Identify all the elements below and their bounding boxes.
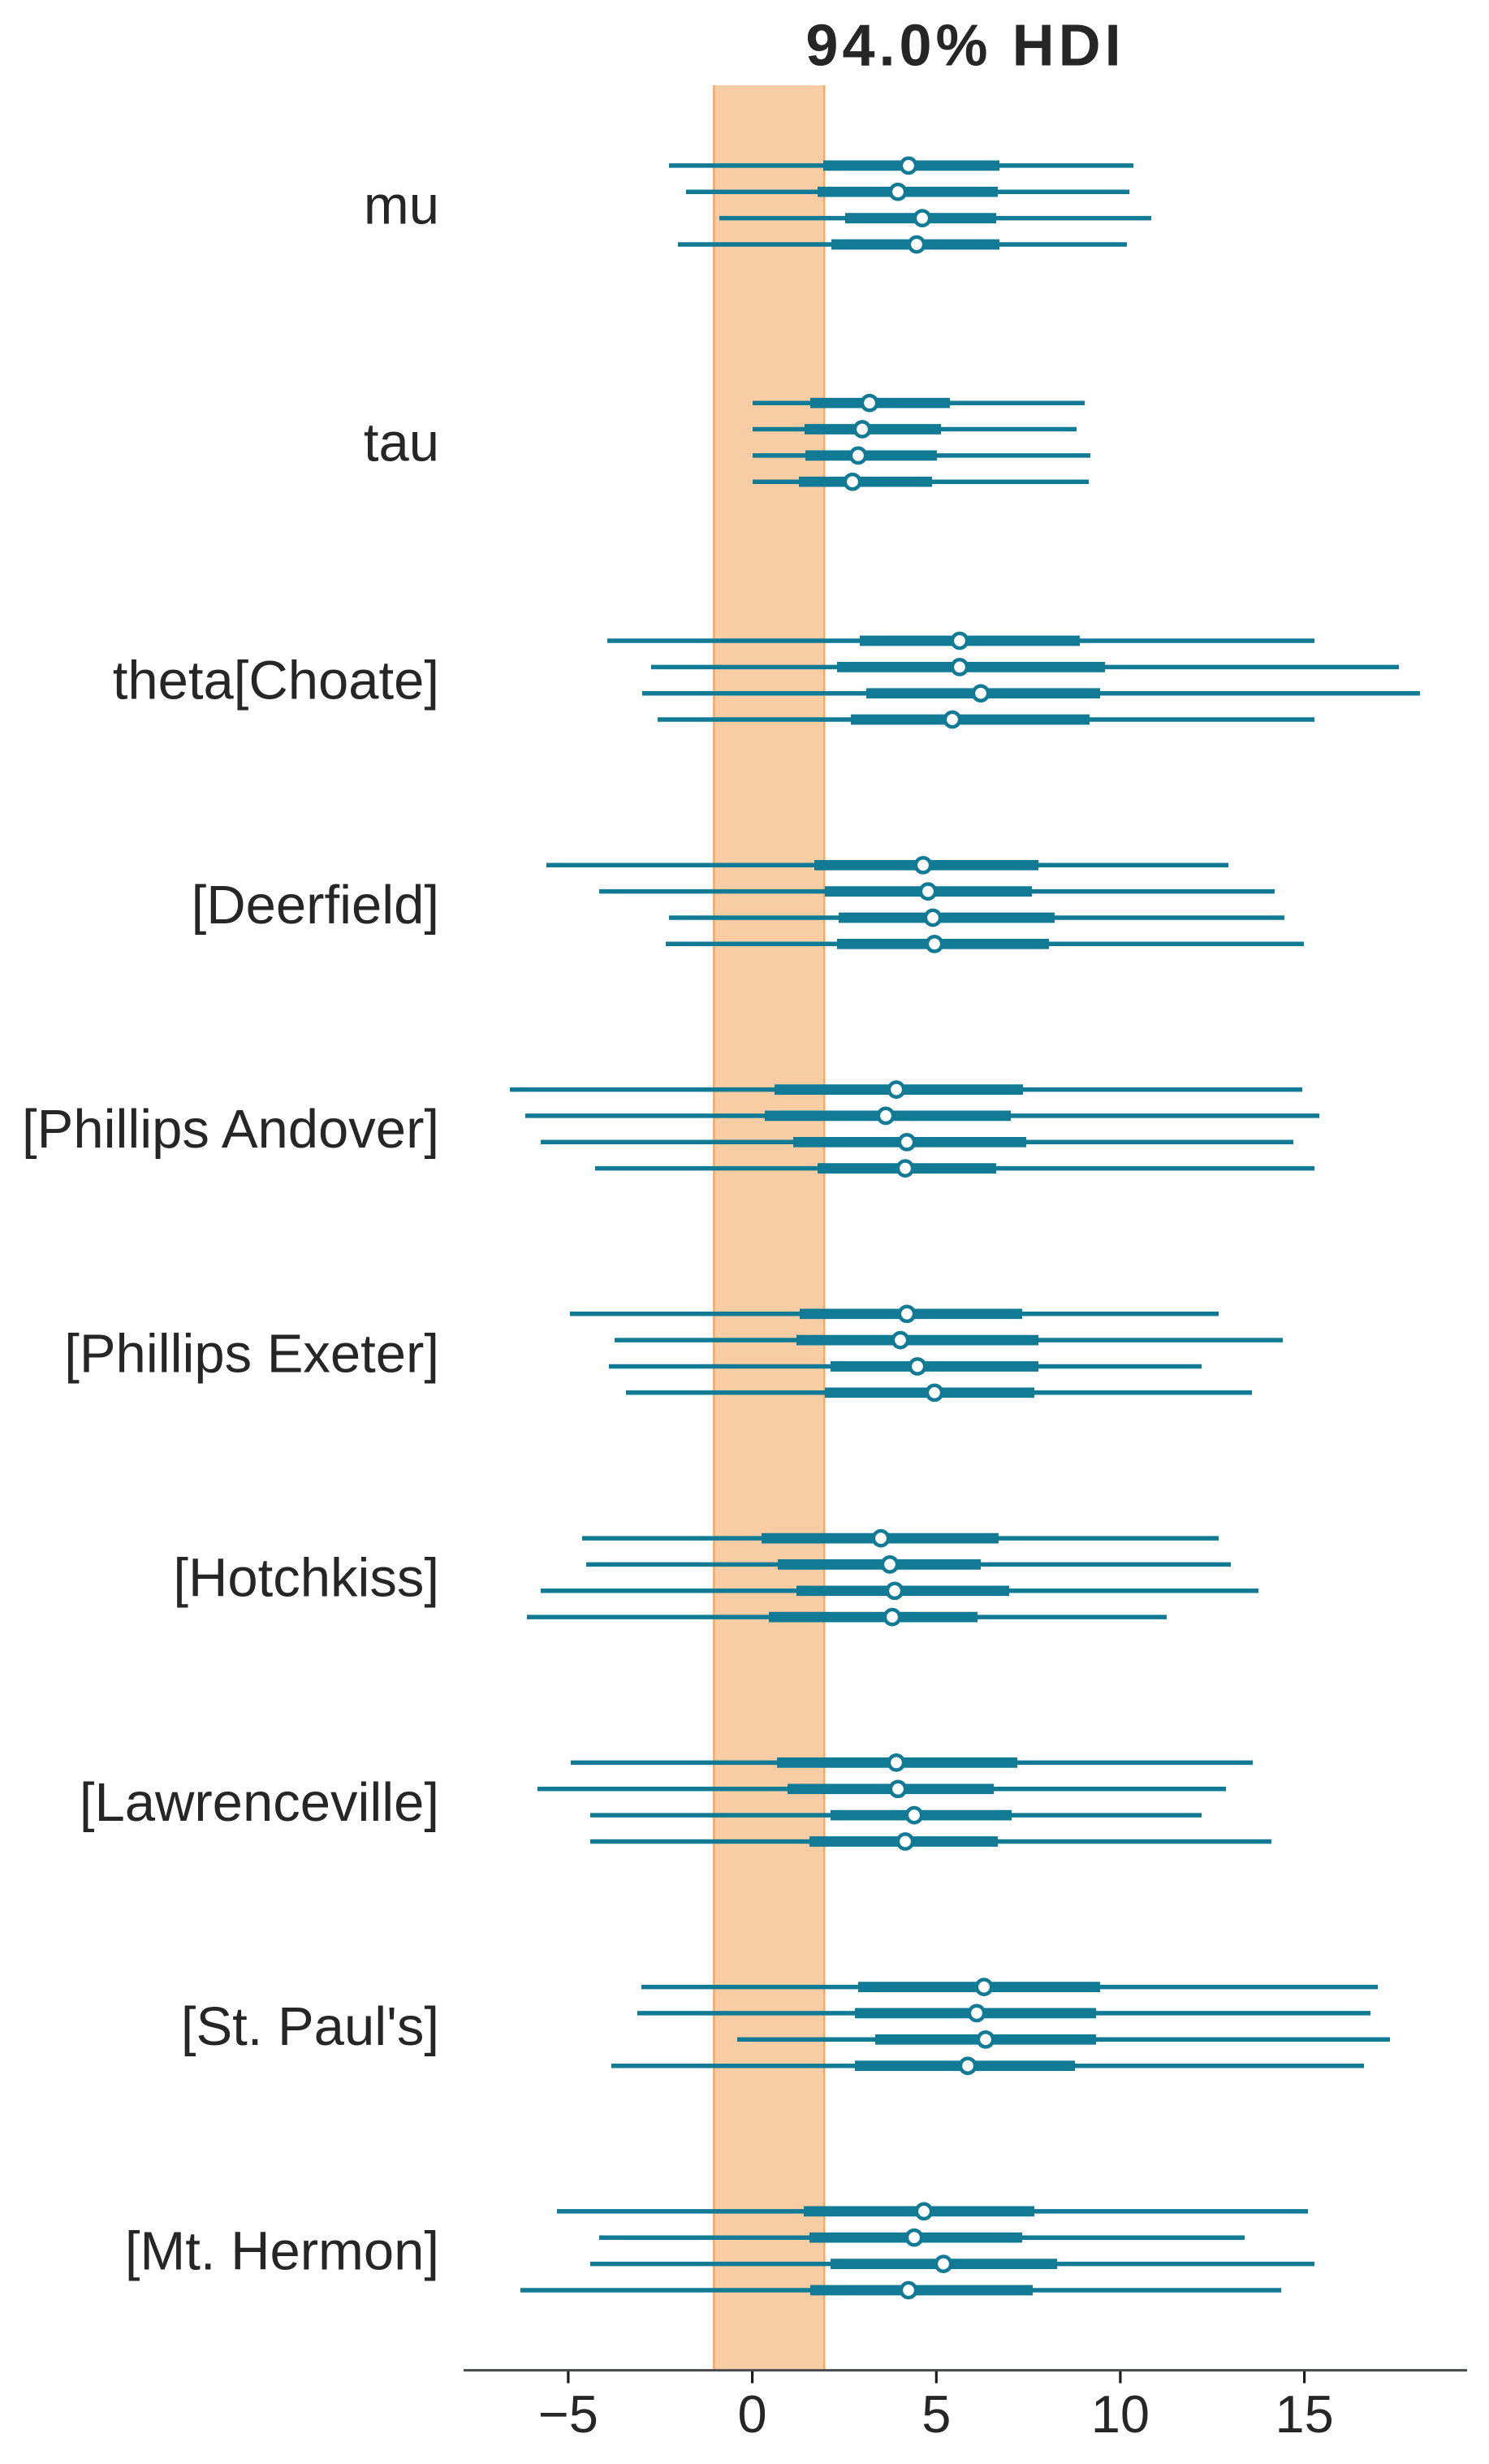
svg-text:10: 10: [1091, 2384, 1150, 2444]
svg-text:theta[Choate]: theta[Choate]: [113, 651, 439, 711]
svg-text:0: 0: [738, 2384, 767, 2444]
svg-text:tau: tau: [364, 413, 439, 473]
svg-text:[Mt. Hermon]: [Mt. Hermon]: [125, 2220, 439, 2281]
svg-text:[Phillips Exeter]: [Phillips Exeter]: [64, 1323, 439, 1384]
svg-text:5: 5: [921, 2384, 951, 2444]
svg-text:15: 15: [1275, 2384, 1333, 2444]
svg-text:[Hotchkiss]: [Hotchkiss]: [173, 1548, 439, 1609]
svg-text:[St. Paul's]: [St. Paul's]: [181, 1996, 439, 2057]
svg-text:94.0% HDI: 94.0% HDI: [805, 14, 1124, 79]
svg-text:[Phillips Andover]: [Phillips Andover]: [22, 1099, 439, 1160]
svg-text:mu: mu: [364, 175, 439, 236]
svg-text:[Lawrenceville]: [Lawrenceville]: [80, 1772, 439, 1833]
svg-text:[Deerfield]: [Deerfield]: [192, 875, 439, 936]
svg-text:−5: −5: [538, 2384, 598, 2444]
